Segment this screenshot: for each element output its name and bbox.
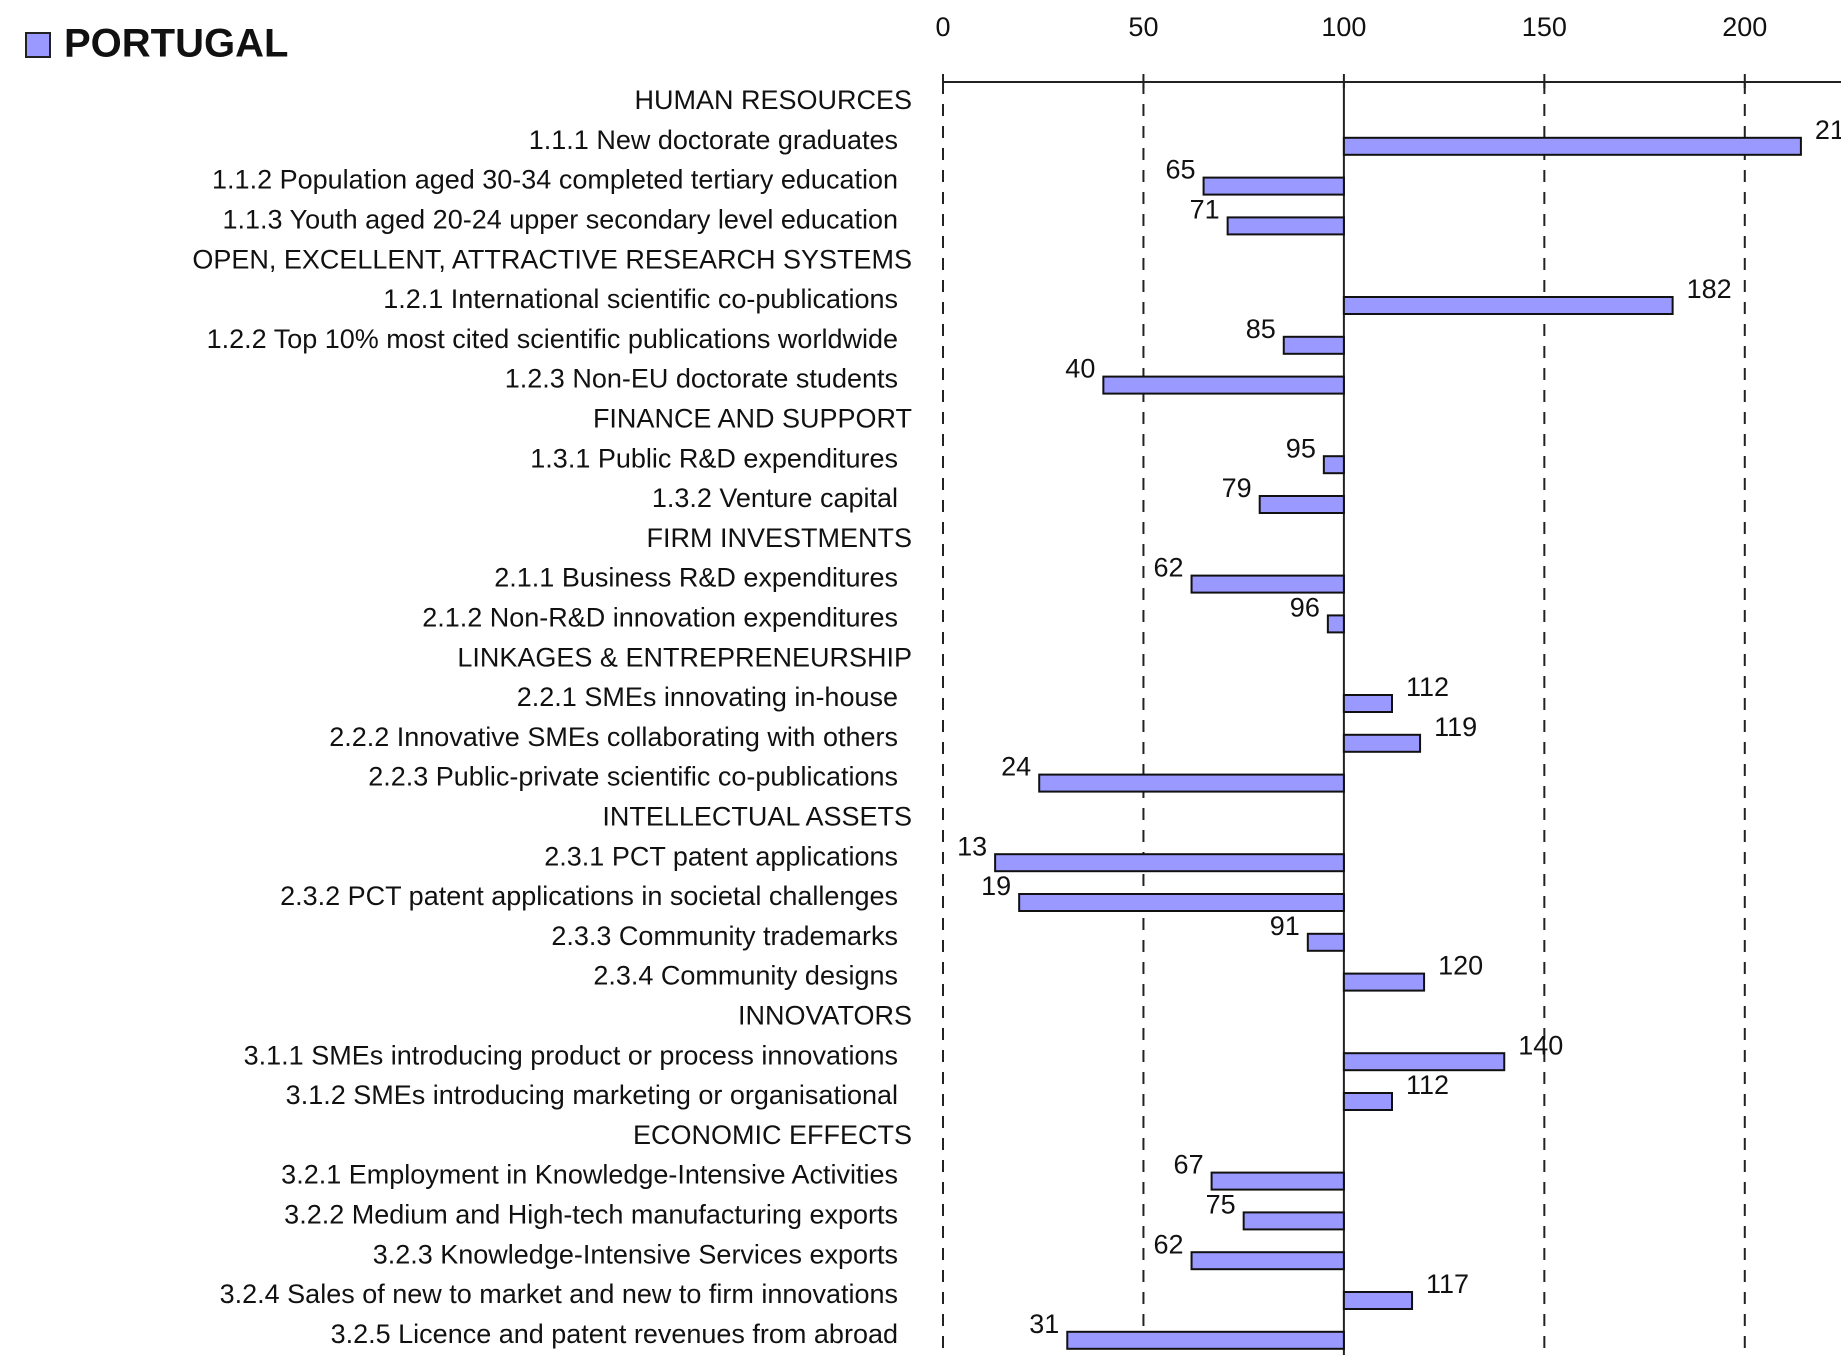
- category-label: 1.3.1 Public R&D expenditures: [530, 443, 898, 473]
- value-label: 79: [1222, 473, 1252, 503]
- category-label: 2.1.2 Non-R&D innovation expenditures: [422, 603, 898, 633]
- category-label: 3.2.2 Medium and High-tech manufacturing…: [284, 1200, 898, 1230]
- bar: [1342, 972, 1426, 992]
- section-label: INNOVATORS: [738, 1001, 912, 1031]
- value-label: 19: [981, 871, 1011, 901]
- section-label: HUMAN RESOURCES: [634, 85, 912, 115]
- value-label: 71: [1190, 195, 1220, 225]
- bar: [1190, 1251, 1345, 1271]
- bar: [1038, 773, 1345, 793]
- category-label: 3.2.5 Licence and patent revenues from a…: [331, 1319, 898, 1349]
- x-tick-label: 150: [1522, 12, 1567, 42]
- bar: [1242, 1211, 1345, 1231]
- category-label: 2.2.3 Public-private scientific co-publi…: [368, 762, 898, 792]
- category-label: 3.2.1 Employment in Knowledge-Intensive …: [281, 1160, 898, 1190]
- category-label: 1.2.2 Top 10% most cited scientific publ…: [207, 324, 898, 354]
- legend-label: PORTUGAL: [64, 22, 288, 66]
- value-label: 182: [1687, 274, 1732, 304]
- bar: [1102, 375, 1345, 395]
- category-label: 1.1.3 Youth aged 20-24 upper secondary l…: [222, 205, 898, 235]
- section-label: LINKAGES & ENTREPRENEURSHIP: [457, 642, 912, 672]
- category-label: 1.1.1 New doctorate graduates: [529, 125, 898, 155]
- value-label: 65: [1166, 155, 1196, 185]
- category-label: 2.2.2 Innovative SMEs collaborating with…: [329, 722, 898, 752]
- value-label: 112: [1406, 1070, 1449, 1100]
- value-label: 31: [1029, 1309, 1059, 1339]
- bar: [1226, 216, 1345, 236]
- section-label: OPEN, EXCELLENT, ATTRACTIVE RESEARCH SYS…: [192, 244, 912, 274]
- category-label: 2.2.1 SMEs innovating in-house: [517, 682, 898, 712]
- bar: [1258, 495, 1345, 514]
- x-tick-label: 100: [1321, 12, 1366, 42]
- bar: [1342, 694, 1393, 713]
- bar: [1190, 574, 1345, 594]
- bar: [1322, 455, 1345, 475]
- value-label: 95: [1286, 433, 1316, 463]
- category-label: 3.1.1 SMEs introducing product or proces…: [244, 1040, 898, 1070]
- bar: [1306, 932, 1345, 952]
- value-label: 112: [1406, 672, 1449, 702]
- value-label: 91: [1270, 911, 1300, 941]
- category-label: 1.1.2 Population aged 30-34 completed te…: [212, 165, 898, 195]
- value-label: 85: [1246, 314, 1276, 344]
- value-label: 13: [957, 831, 987, 861]
- bar: [1342, 1052, 1506, 1072]
- bar: [1342, 733, 1422, 753]
- x-tick-label: 50: [1128, 12, 1158, 42]
- bar: [1066, 1330, 1345, 1350]
- section-label: INTELLECTUAL ASSETS: [602, 802, 912, 832]
- value-label: 24: [1001, 752, 1031, 782]
- value-label: 96: [1290, 593, 1320, 623]
- bar: [1282, 335, 1345, 355]
- value-label: 67: [1174, 1150, 1204, 1180]
- value-label: 117: [1426, 1269, 1469, 1299]
- section-label: FINANCE AND SUPPORT: [593, 404, 912, 434]
- value-label: 40: [1065, 354, 1095, 384]
- category-label: 1.2.1 International scientific co-public…: [383, 284, 898, 314]
- bar: [1018, 893, 1345, 912]
- bar: [1342, 1092, 1393, 1111]
- section-label: ECONOMIC EFFECTS: [633, 1120, 912, 1150]
- x-tick-label: 0: [935, 12, 950, 42]
- category-label: 1.2.3 Non-EU doctorate students: [505, 364, 898, 394]
- value-label: 214: [1815, 115, 1841, 145]
- value-label: 75: [1206, 1190, 1236, 1220]
- category-label: 1.3.2 Venture capital: [652, 483, 898, 513]
- category-label: 2.1.1 Business R&D expenditures: [494, 563, 898, 593]
- value-label: 62: [1154, 1229, 1184, 1259]
- value-label: 120: [1438, 951, 1483, 981]
- category-label: 3.2.4 Sales of new to market and new to …: [220, 1279, 898, 1309]
- category-label: 2.3.3 Community trademarks: [551, 921, 898, 951]
- bar: [1326, 614, 1345, 634]
- category-label: 3.1.2 SMEs introducing marketing or orga…: [286, 1080, 898, 1110]
- bar: [1202, 176, 1345, 196]
- category-label: 2.3.2 PCT patent applications in societa…: [280, 881, 898, 911]
- bar: [1342, 136, 1802, 156]
- bar: [994, 853, 1345, 873]
- section-label: FIRM INVESTMENTS: [646, 523, 912, 553]
- bar: [1210, 1171, 1345, 1191]
- x-tick-label: 200: [1722, 12, 1767, 42]
- value-label: 62: [1154, 553, 1184, 583]
- bar: [1342, 296, 1674, 315]
- value-label: 140: [1518, 1030, 1563, 1060]
- category-label: 2.3.1 PCT patent applications: [544, 841, 898, 871]
- category-label: 3.2.3 Knowledge-Intensive Services expor…: [373, 1239, 898, 1269]
- legend-swatch: [25, 32, 51, 58]
- category-label: 2.3.4 Community designs: [593, 961, 898, 991]
- value-label: 119: [1434, 712, 1477, 742]
- bar: [1342, 1291, 1414, 1310]
